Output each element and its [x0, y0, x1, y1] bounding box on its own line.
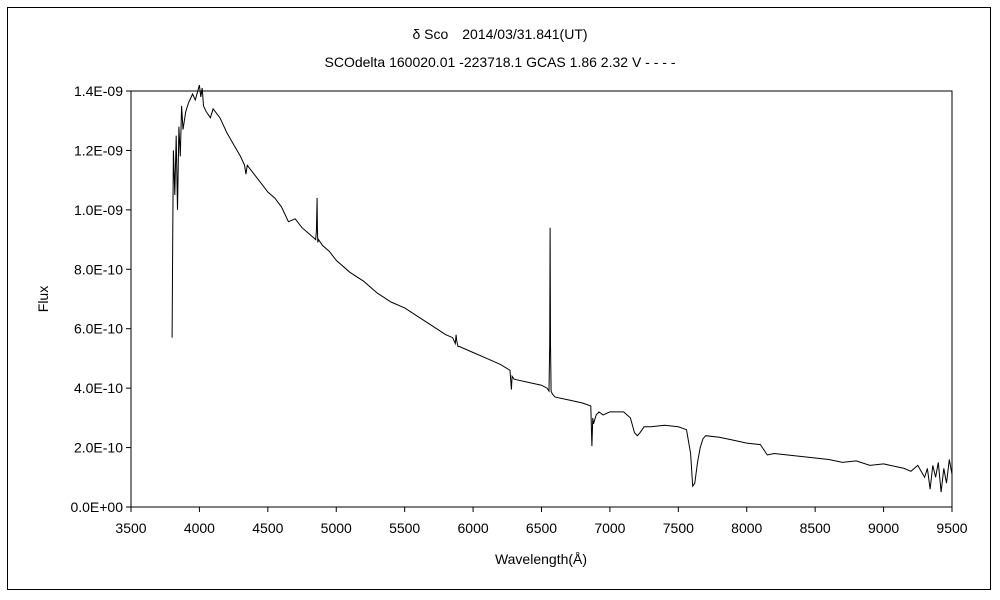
chart-title: δ Sco 2014/03/31.841(UT)	[412, 26, 588, 42]
y-tick-label: 4.0E-10	[74, 380, 123, 396]
y-tick-label: 8.0E-10	[74, 261, 123, 277]
x-tick-label: 6000	[458, 520, 489, 536]
x-tick-label: 9000	[868, 520, 899, 536]
x-tick-label: 9500	[936, 520, 967, 536]
chart-subtitle: SCOdelta 160020.01 -223718.1 GCAS 1.86 2…	[324, 54, 676, 70]
x-tick-label: 8000	[731, 520, 762, 536]
x-tick-label: 4000	[184, 520, 215, 536]
y-tick-label: 2.0E-10	[74, 440, 123, 456]
y-tick-label: 6.0E-10	[74, 321, 123, 337]
y-tick-label: 1.0E-09	[74, 202, 123, 218]
spectrum-line	[171, 84, 953, 493]
x-tick-label: 5500	[389, 520, 420, 536]
x-tick-label: 7500	[663, 520, 694, 536]
y-tick-label: 0.0E+00	[70, 499, 123, 515]
x-tick-label: 4500	[252, 520, 283, 536]
y-axis-label: Flux	[35, 286, 51, 312]
x-tick-label: 6500	[526, 520, 557, 536]
y-tick-label: 1.2E-09	[74, 142, 123, 158]
x-tick-label: 3500	[115, 520, 146, 536]
x-tick-label: 7000	[594, 520, 625, 536]
plot-area	[130, 90, 953, 508]
x-tick-label: 8500	[800, 520, 831, 536]
x-axis-label: Wavelength(Å)	[495, 551, 587, 567]
x-tick-label: 5000	[321, 520, 352, 536]
y-tick-label: 1.4E-09	[74, 83, 123, 99]
